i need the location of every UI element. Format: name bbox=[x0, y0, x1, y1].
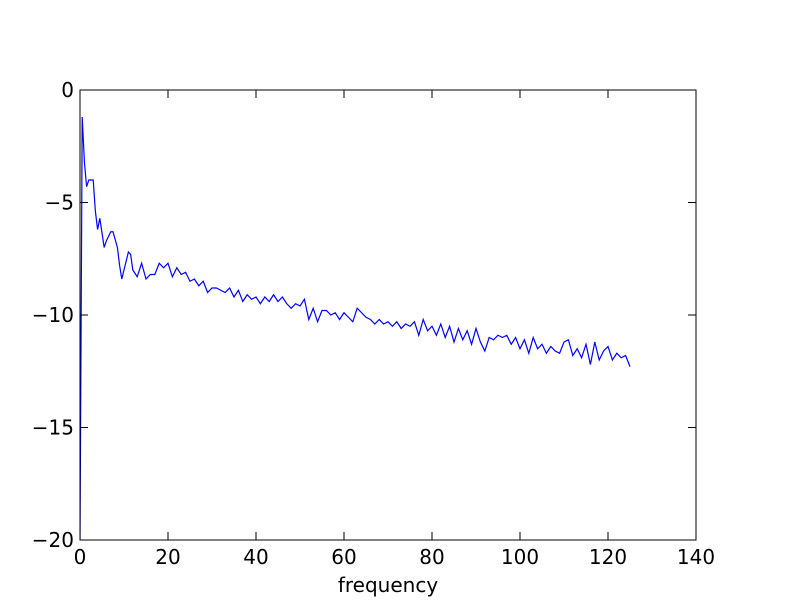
y-tick-label: −20 bbox=[32, 528, 74, 552]
x-tick-label: 40 bbox=[243, 545, 268, 569]
x-tick-label: 100 bbox=[501, 545, 539, 569]
data-line bbox=[80, 116, 631, 540]
y-tick-label: −5 bbox=[45, 191, 74, 215]
y-tick-label: 0 bbox=[61, 78, 74, 102]
x-axis-label: frequency bbox=[338, 573, 438, 597]
x-tick-label: 60 bbox=[331, 545, 356, 569]
x-tick-label: 20 bbox=[155, 545, 180, 569]
x-tick-label: 140 bbox=[677, 545, 715, 569]
x-tick-label: 120 bbox=[589, 545, 627, 569]
x-tick-label: 80 bbox=[419, 545, 444, 569]
y-tick-label: −15 bbox=[32, 416, 74, 440]
y-tick-label: −10 bbox=[32, 303, 74, 327]
x-tick-label: 0 bbox=[74, 545, 87, 569]
